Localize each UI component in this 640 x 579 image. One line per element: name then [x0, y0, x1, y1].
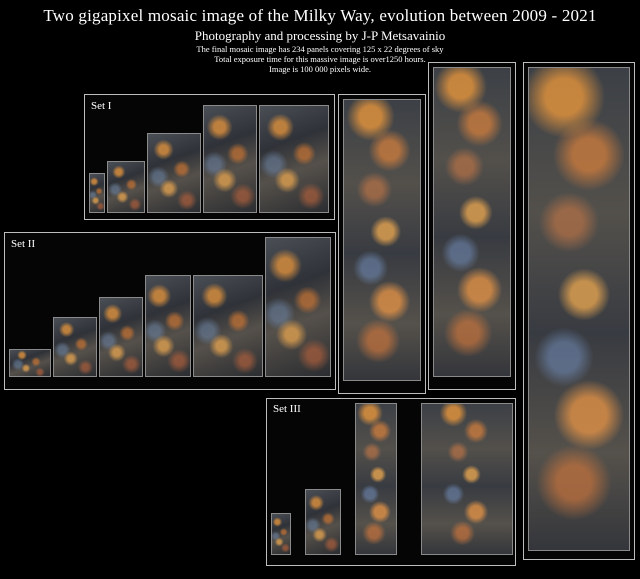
set-3-tile-3	[355, 403, 397, 555]
set-1-tile-4	[203, 105, 257, 213]
set-2-tile-2	[53, 317, 97, 377]
tall-strip-1	[343, 99, 421, 381]
set-1-panel: Set I	[84, 94, 335, 220]
tall-strip-1-frame	[338, 94, 426, 394]
set-3-tile-4	[421, 403, 513, 555]
note-width: Image is 100 000 pixels wide.	[269, 64, 371, 74]
set-3-tile-1	[271, 513, 291, 555]
set-1-tile-1	[89, 173, 105, 213]
tall-strip-3-frame	[523, 62, 635, 560]
page-title: Two gigapixel mosaic image of the Milky …	[43, 6, 597, 25]
set-3-panel: Set III	[266, 398, 516, 566]
note-panels: The final mosaic image has 234 panels co…	[196, 44, 444, 54]
note-exposure: Total exposure time for this massive ima…	[214, 54, 426, 64]
set-2-tile-6	[265, 237, 331, 377]
set-1-tile-5	[259, 105, 329, 213]
set-2-tile-4	[145, 275, 191, 377]
set-1-tile-3	[147, 133, 201, 213]
set-1-label: Set I	[91, 100, 112, 112]
tall-strip-3	[528, 67, 630, 551]
set-2-tile-3	[99, 297, 143, 377]
set-2-tile-5	[193, 275, 263, 377]
tall-strip-2-frame	[428, 62, 516, 390]
page-subtitle: Photography and processing by J-P Metsav…	[194, 28, 446, 43]
set-2-panel: Set II	[4, 232, 336, 390]
set-2-tile-1	[9, 349, 51, 377]
set-3-tile-2	[305, 489, 341, 555]
set-1-tile-2	[107, 161, 145, 213]
set-2-label: Set II	[11, 238, 36, 250]
tall-strip-2	[433, 67, 511, 377]
set-3-label: Set III	[273, 403, 301, 415]
